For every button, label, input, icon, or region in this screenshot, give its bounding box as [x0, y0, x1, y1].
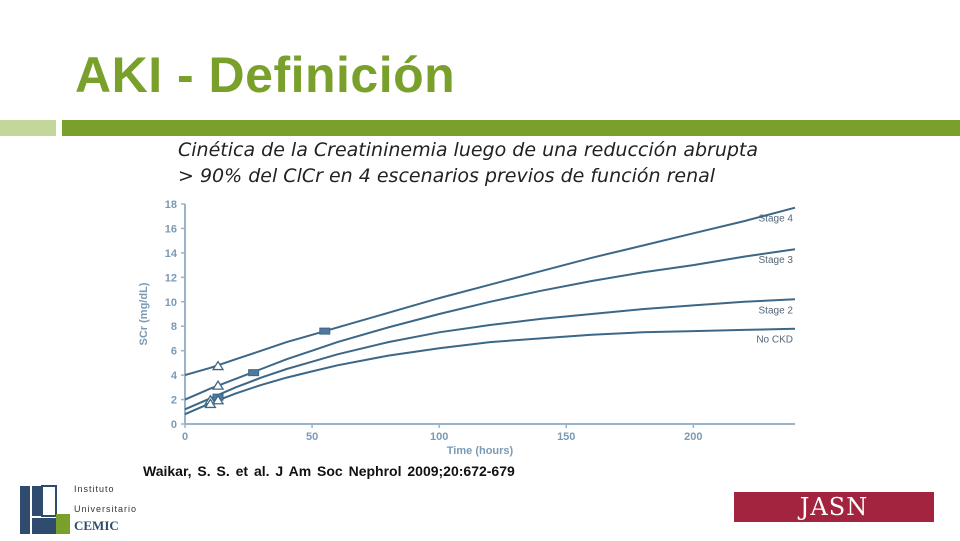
- cemic-line-1: Instituto: [74, 484, 115, 494]
- scr-kinetics-chart: 0 2 4 6 8 10 12 14 16 18 0 50 100 150 200 Time (hours) S…: [125, 192, 825, 462]
- subtitle-line-1: Cinética de la Creatininemia luego de un…: [178, 139, 759, 161]
- y-tick-label: 12: [165, 272, 177, 284]
- y-tick-label: 6: [171, 346, 177, 358]
- slide-title: AKI - Definición: [75, 47, 456, 103]
- series-label: No CKD: [756, 335, 793, 346]
- jasn-logo-text: JASN: [799, 493, 869, 521]
- cemic-logo-mark: [20, 485, 70, 534]
- y-tick-label: 4: [171, 370, 178, 382]
- y-tick-label: 8: [171, 321, 177, 333]
- data-marker-square: [319, 327, 331, 335]
- data-marker-triangle: [211, 379, 225, 390]
- chart-subtitle: Cinética de la Creatininemia luego de un…: [178, 137, 778, 189]
- jasn-logo: JASN: [734, 492, 934, 522]
- x-axis-label: Time (hours): [447, 445, 514, 457]
- y-tick-label: 18: [165, 199, 177, 211]
- y-tick-label: 10: [165, 297, 177, 309]
- y-tick-label: 14: [165, 248, 178, 260]
- x-tick-label: 50: [306, 431, 318, 443]
- cemic-line-3: CEMIC: [74, 518, 119, 533]
- accent-bar: [62, 120, 960, 136]
- series-label: Stage 3: [759, 255, 794, 266]
- y-tick-label: 0: [171, 419, 177, 431]
- accent-bar-light: [0, 120, 56, 136]
- x-tick-label: 0: [182, 431, 188, 443]
- chart-svg: 0 2 4 6 8 10 12 14 16 18 0 50 100 150 200 Time (hours) S…: [138, 199, 796, 457]
- y-tick-label: 2: [171, 395, 177, 407]
- data-marker-square: [248, 369, 260, 377]
- series-line: [184, 206, 796, 377]
- y-tick-label: 16: [165, 223, 177, 235]
- subtitle-line-2: > 90% del ClCr en 4 escenarios previos d…: [178, 165, 716, 187]
- x-tick-label: 200: [684, 431, 702, 443]
- cemic-logo: Instituto Universitario CEMIC: [18, 484, 158, 536]
- citation: Waikar, S. S. et al. J Am Soc Nephrol 20…: [143, 463, 515, 479]
- data-marker-triangle: [211, 394, 225, 405]
- x-tick-label: 100: [430, 431, 448, 443]
- cemic-line-2: Universitario: [74, 504, 138, 514]
- y-axis-label: SCr (mg/dL): [138, 282, 150, 345]
- series-label: Stage 4: [759, 214, 794, 225]
- data-marker-triangle: [211, 360, 225, 371]
- series-label: Stage 2: [759, 305, 794, 316]
- series-line: [184, 298, 796, 411]
- series-line: [184, 327, 796, 416]
- x-tick-label: 150: [557, 431, 575, 443]
